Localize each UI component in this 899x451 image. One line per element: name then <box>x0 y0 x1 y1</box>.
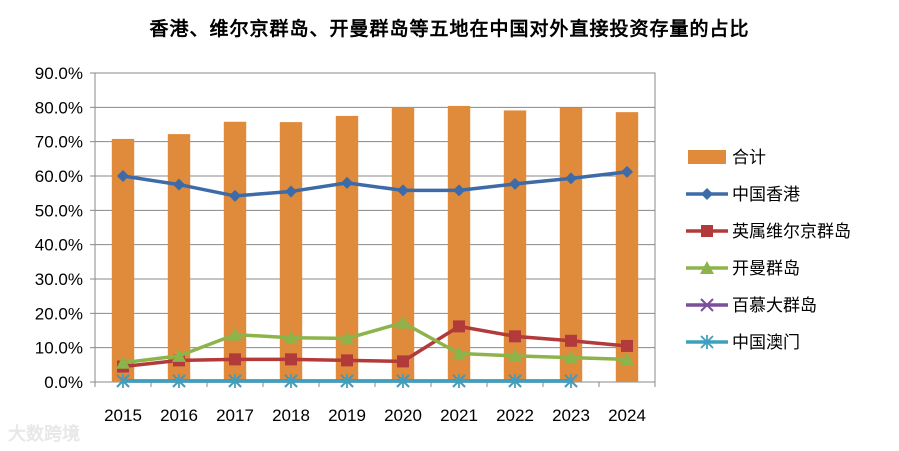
series-line <box>122 170 628 198</box>
x-tick-label: 2020 <box>384 406 422 425</box>
x-tick-label: 2024 <box>608 406 646 425</box>
y-tick-label: 70.0% <box>35 133 83 152</box>
x-tick-label: 2023 <box>552 406 590 425</box>
series-2 <box>117 320 633 373</box>
chart-title: 香港、维尔京群岛、开曼群岛等五地在中国对外直接投资存量的占比 <box>149 18 750 40</box>
point-2020 <box>397 184 409 197</box>
bar-2021 <box>447 105 471 383</box>
y-tick-label: 20.0% <box>35 304 83 323</box>
point-2022 <box>508 373 522 388</box>
point-2019 <box>340 373 354 388</box>
point-2015 <box>117 170 129 182</box>
y-tick-label: 30.0% <box>35 270 83 289</box>
legend-label: 英属维尔京群岛 <box>732 222 851 242</box>
x-tick-label: 2019 <box>328 406 366 425</box>
legend-label: 百慕大群岛 <box>732 296 817 316</box>
y-tick-label: 90.0% <box>35 64 83 83</box>
series-1 <box>117 165 633 202</box>
point-2021 <box>453 320 465 333</box>
legend-label: 开曼群岛 <box>732 259 800 279</box>
point-2022 <box>509 330 521 343</box>
bar-2022 <box>503 110 527 382</box>
point-2017 <box>228 327 242 341</box>
point-2024 <box>621 165 633 178</box>
y-tick-label: 50.0% <box>35 201 83 220</box>
series-line <box>122 324 628 369</box>
series-3 <box>116 315 634 369</box>
point-2021 <box>452 373 466 388</box>
point-2020 <box>396 315 410 329</box>
x-tick-label: 2018 <box>272 406 310 425</box>
legend-label: 中国澳门 <box>732 333 800 353</box>
point-2020 <box>396 373 410 388</box>
y-tick-label: 0.0% <box>44 373 83 392</box>
x-tick-label: 2022 <box>496 406 534 425</box>
point-2024 <box>620 352 634 366</box>
axes: 0.0% 10.0% 20.0% 30.0% 40.0% 50.0% 60.0% 70.0% 8… <box>35 64 656 425</box>
point-2015 <box>116 355 130 369</box>
bar-2024 <box>615 112 639 382</box>
bar-2018 <box>279 122 303 382</box>
point-2019 <box>340 331 354 345</box>
lines <box>116 165 634 388</box>
y-tick-label: 40.0% <box>35 236 83 255</box>
legend-marker <box>701 225 713 237</box>
legend-marker <box>701 188 713 200</box>
point-2021 <box>452 346 466 360</box>
point-2023 <box>565 172 577 185</box>
y-tick-label: 60.0% <box>35 167 83 186</box>
point-2018 <box>285 353 297 366</box>
point-2023 <box>565 334 577 347</box>
y-tick-label: 80.0% <box>35 98 83 117</box>
bars <box>111 105 639 383</box>
series-5 <box>116 373 578 388</box>
legend-marker <box>700 335 714 349</box>
bar-2020 <box>391 108 415 383</box>
point-2023 <box>564 350 578 364</box>
legend-marker <box>700 298 714 312</box>
bar-2016 <box>167 134 191 382</box>
point-2017 <box>229 189 241 202</box>
point-2022 <box>509 177 521 190</box>
point-2023 <box>564 373 578 388</box>
point-2015 <box>116 373 130 388</box>
x-tick-label: 2017 <box>216 406 254 425</box>
point-2019 <box>341 176 353 189</box>
point-2017 <box>229 353 241 366</box>
point-2018 <box>285 185 297 198</box>
watermark: 大数跨境 <box>8 424 80 445</box>
legend-label: 中国香港 <box>732 185 800 205</box>
bar-2017 <box>223 121 247 383</box>
series-line <box>122 320 628 365</box>
legend-marker <box>700 261 714 274</box>
point-2018 <box>284 373 298 388</box>
y-tick-label: 10.0% <box>35 339 83 358</box>
point-2021 <box>453 184 465 197</box>
x-tick-label: 2021 <box>440 406 478 425</box>
point-2018 <box>284 330 298 344</box>
point-2020 <box>397 355 409 368</box>
point-2017 <box>228 373 242 388</box>
x-tick-label: 2016 <box>160 406 198 425</box>
point-2016 <box>173 178 185 191</box>
point-2019 <box>341 354 353 367</box>
bar-2015 <box>111 138 135 382</box>
x-tick-label: 2015 <box>104 406 142 425</box>
point-2016 <box>172 348 186 362</box>
legend-swatch <box>688 150 726 164</box>
legend-label: 合计 <box>732 148 766 168</box>
point-2016 <box>172 373 186 388</box>
point-2022 <box>508 348 522 362</box>
point-2024 <box>621 339 633 352</box>
